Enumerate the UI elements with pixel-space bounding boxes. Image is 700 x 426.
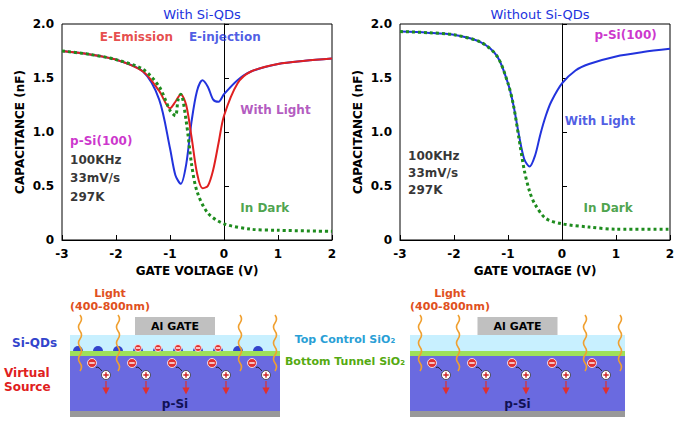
svg-text:In Dark: In Dark: [240, 201, 290, 215]
svg-text:With Light: With Light: [240, 103, 311, 117]
svg-text:-2: -2: [447, 247, 460, 261]
svg-text:Without Si-QDs: Without Si-QDs: [491, 7, 590, 22]
svg-text:p-Si(100): p-Si(100): [594, 28, 656, 42]
svg-text:297K: 297K: [408, 183, 443, 197]
svg-text:-2: -2: [109, 247, 122, 261]
svg-text:E-Emission: E-Emission: [100, 30, 173, 44]
svg-text:-3: -3: [393, 247, 406, 261]
svg-text:With Light: With Light: [565, 114, 636, 128]
svg-text:0.5: 0.5: [371, 179, 392, 193]
svg-text:GATE VOLTAGE (V): GATE VOLTAGE (V): [474, 264, 597, 278]
svg-text:Top Control SiO₂: Top Control SiO₂: [295, 333, 396, 346]
svg-text:GATE VOLTAGE (V): GATE VOLTAGE (V): [136, 264, 259, 278]
svg-text:0.5: 0.5: [33, 179, 54, 193]
svg-text:Al GATE: Al GATE: [151, 320, 199, 333]
svg-text:Light: Light: [94, 287, 126, 300]
svg-text:CAPACITANCE (nF): CAPACITANCE (nF): [351, 70, 365, 194]
svg-text:1: 1: [274, 247, 282, 261]
svg-text:Source: Source: [4, 380, 51, 394]
svg-text:100KHz: 100KHz: [70, 153, 121, 167]
svg-text:Si-QDs: Si-QDs: [12, 336, 57, 350]
svg-text:p-Si: p-Si: [162, 397, 188, 411]
svg-text:100KHz: 100KHz: [408, 149, 459, 163]
svg-text:0: 0: [384, 233, 392, 247]
svg-text:0: 0: [46, 233, 54, 247]
svg-text:(400-800nm): (400-800nm): [70, 300, 150, 313]
svg-text:1.0: 1.0: [371, 125, 392, 139]
svg-text:33mV/s: 33mV/s: [408, 166, 458, 180]
svg-text:1.5: 1.5: [33, 71, 54, 85]
svg-text:Al GATE: Al GATE: [494, 320, 542, 333]
svg-text:p-Si(100): p-Si(100): [70, 134, 132, 148]
svg-text:0: 0: [220, 247, 228, 261]
svg-text:1.5: 1.5: [371, 71, 392, 85]
svg-text:Light: Light: [434, 287, 466, 300]
svg-text:2.0: 2.0: [371, 17, 392, 31]
svg-text:In Dark: In Dark: [584, 201, 634, 215]
svg-text:297K: 297K: [70, 190, 105, 204]
svg-text:Virtual: Virtual: [4, 366, 50, 380]
svg-text:2.0: 2.0: [33, 17, 54, 31]
svg-text:E-injection: E-injection: [189, 30, 261, 44]
svg-text:2: 2: [666, 247, 674, 261]
svg-text:33mV/s: 33mV/s: [70, 171, 120, 185]
svg-text:1.0: 1.0: [33, 125, 54, 139]
svg-text:1: 1: [612, 247, 620, 261]
svg-text:0: 0: [558, 247, 566, 261]
svg-text:With Si-QDs: With Si-QDs: [163, 7, 241, 22]
svg-text:-1: -1: [163, 247, 176, 261]
svg-text:-1: -1: [501, 247, 514, 261]
svg-text:Bottom Tunnel SiO₂: Bottom Tunnel SiO₂: [285, 355, 405, 368]
svg-text:p-Si: p-Si: [504, 397, 530, 411]
svg-text:(400-800nm): (400-800nm): [410, 300, 490, 313]
svg-text:2: 2: [328, 247, 336, 261]
svg-text:CAPACITANCE (nF): CAPACITANCE (nF): [13, 70, 27, 194]
svg-text:-3: -3: [55, 247, 68, 261]
